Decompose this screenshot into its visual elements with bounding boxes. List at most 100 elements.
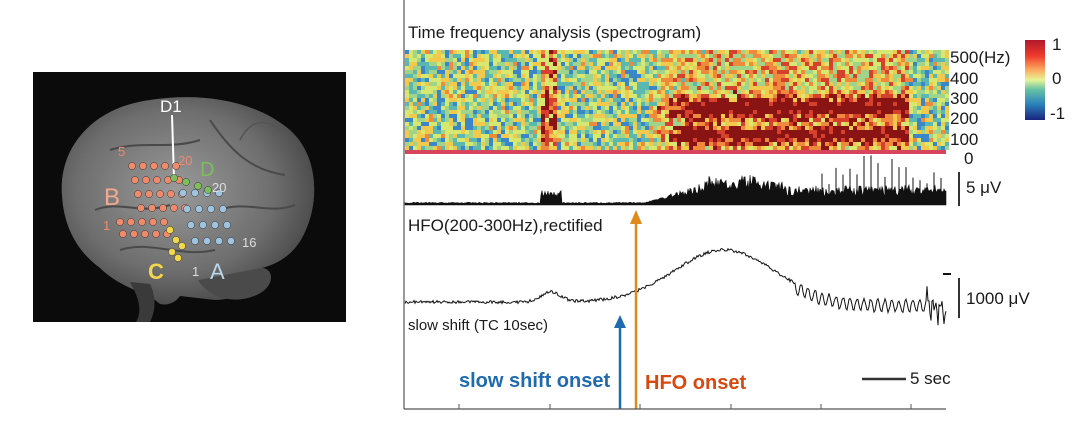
spectrogram-cell	[405, 82, 409, 86]
spectrogram-cell	[553, 146, 557, 150]
spectrogram-cell	[889, 142, 893, 146]
spectrogram-cell	[737, 102, 741, 106]
spectrogram-cell	[605, 58, 609, 62]
spectrogram-cell	[601, 106, 605, 110]
spectrogram-cell	[653, 126, 657, 130]
spectrogram-cell	[753, 118, 757, 122]
spectrogram-cell	[637, 82, 641, 86]
spectrogram-cell	[565, 114, 569, 118]
spectrogram-cell	[793, 146, 797, 150]
spectrogram-cell	[757, 118, 761, 122]
spectrogram-cell	[405, 54, 409, 58]
spectrogram-cell	[561, 50, 565, 54]
spectrogram-cell	[845, 146, 849, 150]
spectrogram-cell	[581, 50, 585, 54]
spectrogram-cell	[477, 66, 481, 70]
spectrogram-cell	[809, 98, 813, 102]
spectrogram-cell	[417, 110, 421, 114]
spectrogram-cell	[489, 82, 493, 86]
spectrogram-cell	[553, 114, 557, 118]
spectrogram-cell	[765, 62, 769, 66]
spectrogram-cell	[737, 82, 741, 86]
spectrogram-cell	[701, 66, 705, 70]
spectrogram-cell	[589, 86, 593, 90]
spectrogram-cell	[665, 110, 669, 114]
spectrogram-cell	[429, 102, 433, 106]
spectrogram-cell	[817, 130, 821, 134]
spectrogram-cell	[493, 126, 497, 130]
spectrogram-cell	[561, 114, 565, 118]
spectrogram-cell	[585, 94, 589, 98]
spectrogram-cell	[825, 122, 829, 126]
spectrogram-cell	[449, 78, 453, 82]
spectrogram-cell	[445, 66, 449, 70]
spectrogram-cell	[425, 62, 429, 66]
spectrogram-cell	[489, 142, 493, 146]
spectrogram-cell	[573, 94, 577, 98]
spectrogram-cell	[489, 134, 493, 138]
spectrogram-cell	[605, 78, 609, 82]
spectrogram-cell	[701, 90, 705, 94]
spectrogram-cell	[573, 122, 577, 126]
spectrogram-cell	[637, 106, 641, 110]
spectrogram-cell	[889, 110, 893, 114]
spectrogram-cell	[657, 58, 661, 62]
spectrogram-cell	[485, 134, 489, 138]
spectrogram-cell	[405, 114, 409, 118]
spectrogram-cell	[421, 82, 425, 86]
spectrogram-cell	[901, 74, 905, 78]
spectrogram-cell	[593, 70, 597, 74]
spectrogram-cell	[941, 78, 945, 82]
spectrogram-cell	[517, 114, 521, 118]
spectrogram-cell	[725, 90, 729, 94]
spectrogram-cell	[597, 138, 601, 142]
spectrogram-cell	[621, 70, 625, 74]
spectrogram-cell	[453, 102, 457, 106]
spectrogram-cell	[473, 70, 477, 74]
spectrogram-cell	[405, 50, 409, 54]
spectrogram-cell	[565, 94, 569, 98]
spectrogram-cell	[505, 102, 509, 106]
spectrogram-cell	[761, 50, 765, 54]
spectrogram-cell	[493, 74, 497, 78]
spectrogram-cell	[585, 82, 589, 86]
spectrogram-cell	[933, 118, 937, 122]
spectrogram-cell	[693, 62, 697, 66]
spectrogram-cell	[465, 54, 469, 58]
spectrogram-cell	[649, 90, 653, 94]
spectrogram-cell	[937, 78, 941, 82]
spectrogram-cell	[517, 106, 521, 110]
spectrogram-cell	[765, 142, 769, 146]
spectrogram-cell	[505, 122, 509, 126]
spectrogram-cell	[661, 106, 665, 110]
spectrogram-cell	[557, 126, 561, 130]
spectrogram-cell	[673, 130, 677, 134]
spectrogram-cell	[617, 138, 621, 142]
spectrogram-cell	[473, 54, 477, 58]
spectrogram-cell	[685, 122, 689, 126]
spectrogram-cell	[769, 122, 773, 126]
spectrogram-cell	[725, 94, 729, 98]
spectrogram-cell	[857, 78, 861, 82]
spectrogram-cell	[461, 78, 465, 82]
spectrogram-cell	[733, 122, 737, 126]
spectrogram-cell	[605, 94, 609, 98]
spectrogram-cell	[913, 82, 917, 86]
spectrogram-cell	[637, 98, 641, 102]
spectrogram-cell	[909, 114, 913, 118]
spectrogram-cell	[565, 66, 569, 70]
spectrogram-cell	[865, 134, 869, 138]
spectrogram-cell	[465, 86, 469, 90]
spectrogram-cell	[561, 134, 565, 138]
spectrogram-cell	[517, 82, 521, 86]
spectrogram-cell	[833, 110, 837, 114]
spectrogram-cell	[825, 146, 829, 150]
spectrogram-cell	[489, 114, 493, 118]
spectrogram-cell	[413, 114, 417, 118]
spectrogram-cell	[457, 114, 461, 118]
spectrogram-cell	[853, 98, 857, 102]
spectrogram-cell	[669, 94, 673, 98]
spectrogram-cell	[725, 134, 729, 138]
spectrogram-cell	[405, 134, 409, 138]
spectrogram-cell	[809, 110, 813, 114]
